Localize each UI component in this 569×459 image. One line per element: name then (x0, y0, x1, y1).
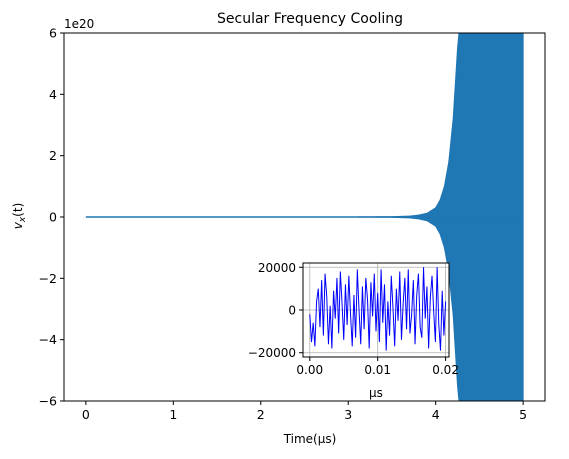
main-series-area (85, 33, 524, 401)
y-tick-label: 0 (49, 210, 57, 225)
y-offset-label: 1e20 (64, 17, 94, 31)
inset-x-ticks: 0.00 0.01 0.02 (296, 357, 459, 377)
x-tick-label: 3 (344, 407, 352, 422)
y-tick-label: −4 (39, 332, 57, 347)
x-tick-label: 1 (169, 407, 177, 422)
x-axis-label: Time(μs) (283, 432, 337, 446)
y-tick-label: 2 (49, 148, 57, 163)
inset-series-line (309, 267, 447, 351)
x-tick-label: 4 (432, 407, 440, 422)
y-tick-label: 6 (49, 26, 57, 41)
inset-y-tick-label: 0 (288, 304, 296, 318)
chart-title: Secular Frequency Cooling (217, 11, 403, 27)
inset-y-ticks: −20000 0 20000 (248, 261, 303, 360)
x-ticks: 0 1 2 3 4 5 (82, 401, 527, 422)
inset-x-tick-label: 0.02 (432, 363, 459, 377)
y-tick-label: −6 (39, 394, 57, 409)
inset-x-axis-label: μs (369, 386, 383, 400)
inset-axes-frame (302, 262, 450, 358)
main-axes: Secular Frequency Cooling 1e20 Time(μs) … (11, 11, 546, 446)
main-axes-frame (63, 32, 546, 402)
y-ticks: −6 −4 −2 0 2 4 6 (39, 26, 64, 409)
y-tick-label: 4 (49, 87, 57, 102)
x-tick-label: 0 (82, 407, 90, 422)
y-axis-label: vx(t) (11, 203, 28, 230)
x-tick-label: 2 (257, 407, 265, 422)
inset-y-tick-label: 20000 (258, 261, 296, 275)
inset-axes: 0.00 0.01 0.02 −20000 0 20000 μs (248, 261, 459, 400)
y-tick-label: −2 (39, 271, 57, 286)
inset-y-tick-label: −20000 (248, 346, 296, 360)
inset-x-tick-label: 0.00 (296, 363, 323, 377)
inset-series-area (309, 267, 447, 351)
x-tick-label: 5 (519, 407, 527, 422)
inset-x-tick-label: 0.01 (364, 363, 391, 377)
